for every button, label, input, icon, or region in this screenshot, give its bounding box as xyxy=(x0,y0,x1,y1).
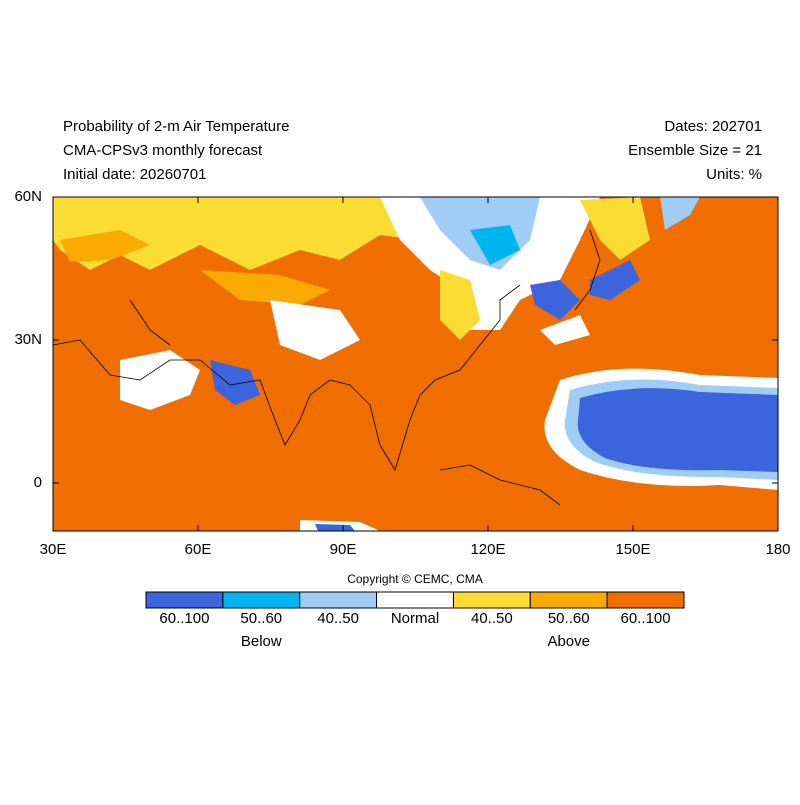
lat-label: 60N xyxy=(14,188,42,205)
legend-label: Normal xyxy=(391,610,439,627)
legend-swatch xyxy=(222,591,301,609)
lon-label: 120E xyxy=(470,541,505,558)
legend-swatch xyxy=(606,591,685,609)
subtitle: CMA-CPSv3 monthly forecast xyxy=(63,142,263,159)
initial-date: Initial date: 20260701 xyxy=(63,166,206,183)
legend-swatch xyxy=(452,591,531,609)
copyright: Copyright © CEMC, CMA xyxy=(347,572,483,586)
map-frame xyxy=(52,196,779,532)
title: Probability of 2-m Air Temperature xyxy=(63,118,290,135)
legend-label: 50..60 xyxy=(240,610,282,627)
lon-label: 60E xyxy=(185,541,212,558)
legend-label: 60..100 xyxy=(159,610,209,627)
lon-label: 180 xyxy=(765,541,790,558)
legend-label: 60..100 xyxy=(621,610,671,627)
legend-label: 50..60 xyxy=(548,610,590,627)
lon-label: 30E xyxy=(40,541,67,558)
units: Units: % xyxy=(706,166,762,183)
legend-swatch xyxy=(376,591,454,609)
lon-label: 90E xyxy=(330,541,357,558)
lat-label: 30N xyxy=(14,331,42,348)
map-field xyxy=(53,197,778,531)
legend-group: Below xyxy=(241,633,282,650)
legend-label: 40..50 xyxy=(317,610,359,627)
legend-swatch xyxy=(145,591,224,609)
legend-swatch xyxy=(299,591,378,609)
lon-label: 150E xyxy=(615,541,650,558)
lat-label: 0 xyxy=(34,474,42,491)
dates: Dates: 202701 xyxy=(664,118,762,135)
legend-label: 40..50 xyxy=(471,610,513,627)
legend-group: Above xyxy=(547,633,590,650)
legend-swatch xyxy=(529,591,608,609)
ensemble-size: Ensemble Size = 21 xyxy=(628,142,762,159)
